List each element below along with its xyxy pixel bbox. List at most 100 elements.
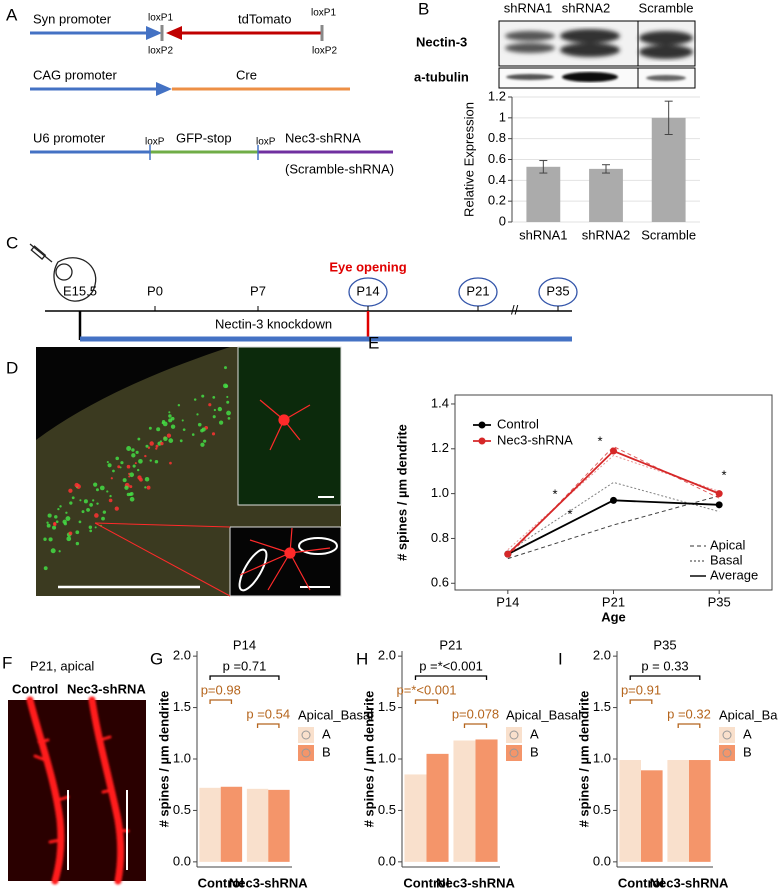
legend-swatch — [506, 727, 522, 743]
cell — [170, 424, 176, 429]
point — [715, 490, 723, 498]
comparison-bracket — [209, 699, 233, 704]
spines — [33, 735, 130, 844]
cell — [81, 510, 85, 514]
y-tick-label: 0.8 — [431, 530, 449, 545]
legend-label: B — [322, 744, 331, 759]
comparison-label: p = 0.33 — [641, 658, 688, 673]
legend-title: Apical_Basal — [298, 707, 373, 722]
stage-label: P21 — [466, 283, 489, 298]
x-tick-label: P35 — [708, 594, 731, 609]
image-background — [8, 700, 146, 881]
label: (Scramble-shRNA) — [285, 161, 394, 176]
band — [505, 43, 555, 53]
legend-marker — [301, 748, 311, 758]
comparison-bracket — [629, 699, 653, 704]
stage-label: E15.5 — [63, 283, 97, 298]
panel-label: D — [6, 358, 18, 377]
cell — [124, 485, 129, 490]
band — [560, 29, 620, 43]
cell — [79, 499, 82, 502]
dendrite — [26, 696, 65, 885]
cell — [163, 436, 168, 442]
syringe-body — [30, 245, 47, 260]
dendrites — [239, 527, 331, 591]
panel-label: F — [2, 653, 12, 672]
cell — [144, 486, 147, 489]
bar — [667, 760, 689, 862]
cell — [138, 458, 143, 464]
comparison-bracket — [414, 699, 439, 704]
row-label: a-tubulin — [414, 69, 469, 84]
stage-label: P14 — [356, 283, 379, 298]
y-tick-label: 0.0 — [378, 853, 396, 868]
y-tick-label: 1.5 — [173, 699, 191, 714]
cell — [114, 506, 119, 511]
cell — [148, 426, 152, 430]
cell — [99, 485, 105, 491]
image-label: Control — [12, 681, 58, 696]
y-tick-label: 0.2 — [488, 193, 506, 208]
image-label: Nec3-shRNA — [67, 681, 146, 696]
cell — [168, 438, 174, 443]
panel-label: C — [6, 233, 18, 252]
comparison-label: p =0.71 — [223, 658, 267, 673]
cell — [226, 395, 229, 398]
micrograph-d — [36, 346, 342, 597]
cell — [95, 488, 99, 492]
y-tick-label: 0.8 — [488, 130, 506, 145]
legend-swatch — [719, 745, 735, 761]
lane-label: shRNA1 — [504, 0, 552, 15]
lane-label: shRNA2 — [562, 0, 610, 15]
band — [506, 74, 554, 80]
y-tick-label: 2.0 — [173, 648, 191, 663]
legend-marker — [509, 748, 519, 758]
cell — [156, 427, 161, 432]
x-tick-label: Nec3-shRNA — [650, 875, 729, 890]
cell — [86, 508, 90, 512]
y-tick-label: 1.0 — [378, 750, 396, 765]
cell — [162, 421, 168, 427]
x-axis-label: Age — [601, 609, 626, 624]
y-axis-label: # spines / µm dendrite — [361, 691, 376, 828]
cell — [52, 525, 57, 530]
bar — [651, 117, 686, 222]
comparison-label: p=*<0.001 — [396, 682, 456, 697]
label: U6 promoter — [33, 130, 106, 145]
dendrites — [259, 399, 311, 451]
cell — [147, 446, 151, 449]
y-tick-label: 1.5 — [378, 699, 396, 714]
cell — [135, 450, 139, 454]
bar — [475, 739, 498, 862]
y-tick-label: 1.2 — [488, 88, 506, 103]
legend-marker — [509, 730, 519, 740]
stage-label: P35 — [546, 283, 569, 298]
cell — [74, 482, 80, 488]
cell — [126, 464, 131, 469]
comparison-bracket — [629, 675, 701, 680]
cell — [149, 459, 152, 462]
cell — [144, 454, 147, 458]
cell — [43, 566, 48, 571]
cell — [65, 516, 71, 521]
cell — [168, 418, 173, 423]
label: loxP2 — [312, 46, 337, 57]
roi — [298, 537, 338, 555]
y-tick-label: 0.5 — [593, 802, 611, 817]
legend-title: Apical_Basal — [719, 707, 778, 722]
cell — [137, 437, 141, 441]
cell — [106, 460, 109, 464]
stage-label: P7 — [250, 283, 266, 298]
cell — [212, 396, 216, 399]
cell — [92, 499, 95, 502]
bar — [220, 786, 243, 862]
legend-swatch — [506, 745, 522, 761]
cell — [129, 472, 135, 478]
x-tick-label: Control — [198, 875, 244, 890]
cell — [168, 414, 172, 418]
cell — [54, 515, 58, 519]
legend-title: Apical_Basal — [506, 707, 581, 722]
event-label: Eye opening — [329, 259, 406, 274]
y-tick-label: 0.0 — [173, 853, 191, 868]
